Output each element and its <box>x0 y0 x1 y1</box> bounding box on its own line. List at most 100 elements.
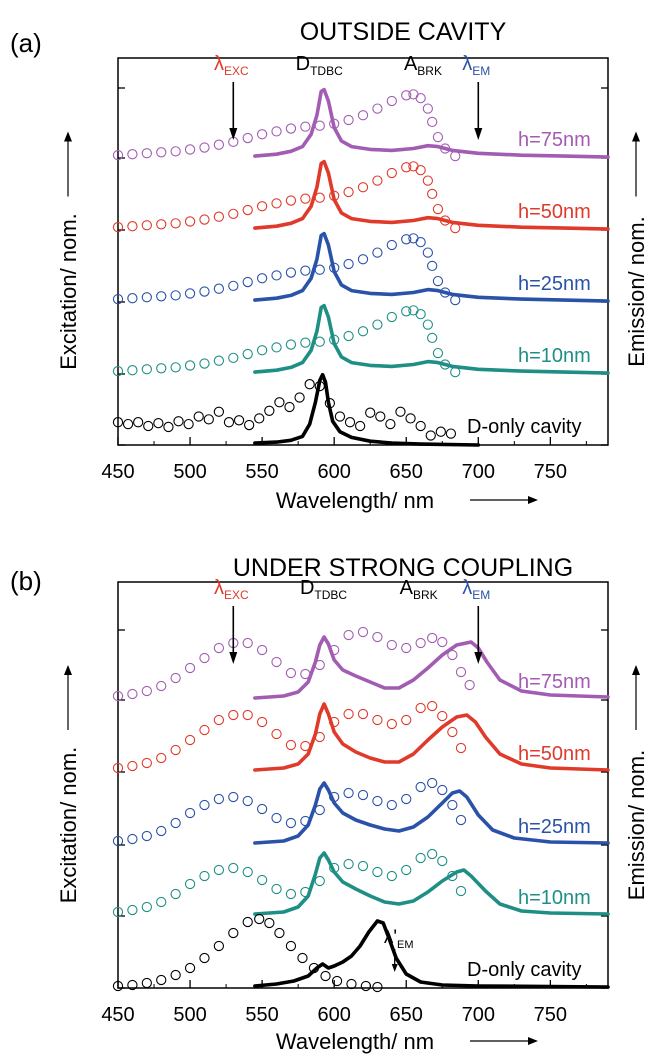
excitation-point <box>285 817 297 829</box>
excitation-point <box>112 293 124 305</box>
y-label-arrowhead-left <box>64 131 72 142</box>
excitation-point <box>254 913 265 925</box>
excitation-point <box>445 428 457 439</box>
excitation-point <box>199 724 210 736</box>
series-h-75nm <box>112 87 610 162</box>
series-label: h=10nm <box>518 345 591 367</box>
excitation-point <box>343 858 354 870</box>
excitation-point <box>156 974 167 986</box>
excitation-point <box>271 728 282 740</box>
emission-line <box>253 372 481 447</box>
excitation-point <box>372 175 383 186</box>
excitation-point <box>304 379 315 390</box>
excitation-point <box>285 195 297 206</box>
excitation-point <box>437 710 448 722</box>
panel-a: (a) OUTSIDE CAVITY 450 500 550 600 650 700 750 Wa… <box>10 18 649 513</box>
y-axis-label-right: Emission/ nom. <box>624 750 649 900</box>
excitation-point <box>141 292 152 303</box>
excitation-point <box>343 330 354 342</box>
excitation-point <box>386 870 397 882</box>
plot-frame <box>117 581 609 989</box>
excitation-point <box>375 411 386 422</box>
excitation-point <box>271 270 282 281</box>
excitation-point <box>372 866 383 878</box>
x-tick-label: 600 <box>317 461 350 483</box>
excitation-point <box>271 883 282 895</box>
excitation-point <box>243 419 255 431</box>
excitation-point <box>271 656 282 668</box>
series-label: h=50nm <box>518 743 591 765</box>
excitation-point <box>357 789 369 801</box>
excitation-point <box>264 405 275 416</box>
excitation-point <box>357 708 369 720</box>
emission-line <box>253 851 610 916</box>
excitation-point <box>170 146 181 157</box>
excitation-point <box>271 812 282 824</box>
excitation-point <box>228 352 239 363</box>
excitation-point <box>331 975 343 987</box>
excitation-point <box>242 795 253 807</box>
excitation-point <box>153 417 164 429</box>
x-tick-label: 550 <box>245 461 278 483</box>
excitation-point <box>427 632 438 644</box>
annotation-arrowhead <box>391 964 398 972</box>
excitation-point <box>401 864 412 876</box>
excitation-point <box>254 413 265 424</box>
excitation-point <box>112 906 124 918</box>
marker-label: λEM <box>462 577 490 602</box>
series-h-50nm <box>112 159 610 234</box>
excitation-point <box>213 940 225 952</box>
marker-arrowhead <box>229 128 238 140</box>
excitation-point <box>437 784 448 796</box>
excitation-point <box>112 149 124 161</box>
excitation-point <box>199 652 210 664</box>
emission-line <box>253 231 610 303</box>
marker-label: DTDBC <box>300 577 347 602</box>
excitation-point <box>285 940 297 952</box>
excitation-point <box>427 116 438 128</box>
excitation-point <box>213 864 225 876</box>
series-label: h=75nm <box>518 129 591 151</box>
excitation-point <box>343 787 354 799</box>
excitation-point <box>372 981 383 993</box>
excitation-point <box>141 977 152 989</box>
excitation-point <box>256 129 268 140</box>
excitation-point <box>285 267 297 278</box>
series-label: D-only cavity <box>467 959 581 981</box>
excitation-point <box>156 291 167 302</box>
excitation-point <box>213 714 225 726</box>
excitation-point <box>447 649 458 661</box>
series-label: h=25nm <box>518 816 591 838</box>
emission-line <box>253 781 610 845</box>
excitation-point <box>415 852 426 864</box>
excitation-point <box>264 917 275 929</box>
marker-label: λEXC <box>214 53 249 78</box>
x-label-arrowhead <box>528 496 538 504</box>
excitation-point <box>112 690 124 702</box>
excitation-point <box>300 265 311 276</box>
excitation-point <box>228 862 239 874</box>
excitation-point <box>464 679 475 691</box>
excitation-point <box>242 637 253 649</box>
excitation-point <box>143 420 154 432</box>
excitation-point <box>297 952 308 964</box>
excitation-point <box>415 781 426 793</box>
excitation-point <box>203 414 214 425</box>
excitation-point <box>184 878 196 890</box>
excitation-point <box>223 417 235 428</box>
excitation-point <box>170 888 181 900</box>
excitation-point <box>401 90 412 101</box>
excitation-point <box>455 814 467 826</box>
series-d-only-cavity <box>112 913 610 993</box>
excitation-point <box>183 418 194 430</box>
excitation-point <box>213 406 225 417</box>
y-label-arrowhead-right <box>632 131 640 142</box>
excitation-point <box>156 680 167 692</box>
excitation-point <box>386 239 397 251</box>
excitation-point <box>415 420 426 432</box>
excitation-point <box>199 142 210 153</box>
excitation-point <box>184 807 196 819</box>
excitation-point <box>127 149 138 160</box>
emission-line <box>253 702 610 772</box>
excitation-point <box>285 888 297 900</box>
